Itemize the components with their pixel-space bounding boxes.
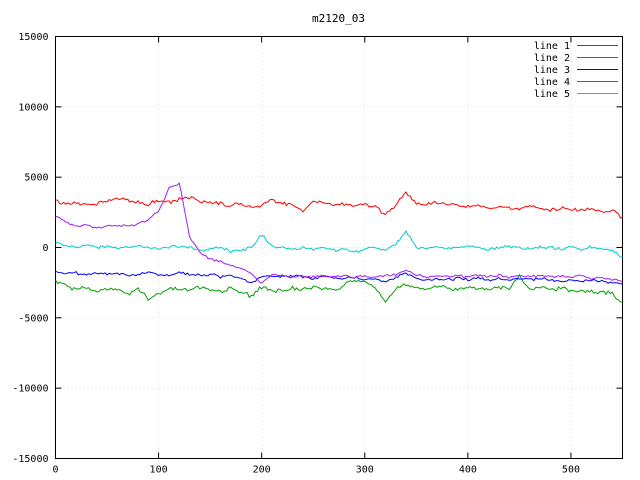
x-tick-label: 200 <box>253 465 271 476</box>
y-tick-label: 10000 <box>18 102 48 113</box>
x-tick-label: 0 <box>52 465 58 476</box>
legend-label-line-5: line 5 <box>534 89 570 100</box>
x-tick-label: 500 <box>562 465 580 476</box>
series-line-3 <box>55 270 623 285</box>
legend-label-line-1: line 1 <box>534 41 570 52</box>
x-tick-label: 100 <box>150 465 168 476</box>
series-line-4 <box>55 182 623 284</box>
y-tick-label: 0 <box>42 243 48 254</box>
x-tick-label: 300 <box>356 465 374 476</box>
legend-label-line-3: line 3 <box>534 65 570 76</box>
y-tick-label: -15000 <box>12 454 48 465</box>
y-tick-label: -5000 <box>18 313 48 324</box>
y-tick-label: 15000 <box>18 32 48 43</box>
chart-title: m2120_03 <box>312 12 365 25</box>
series-line-1 <box>55 191 623 219</box>
legend-label-line-4: line 4 <box>534 77 570 88</box>
series-line-5 <box>55 229 623 258</box>
y-tick-label: 5000 <box>24 173 48 184</box>
legend-label-line-2: line 2 <box>534 53 570 64</box>
y-tick-label: -10000 <box>12 384 48 395</box>
series-line-2 <box>55 273 623 303</box>
x-tick-label: 400 <box>459 465 477 476</box>
